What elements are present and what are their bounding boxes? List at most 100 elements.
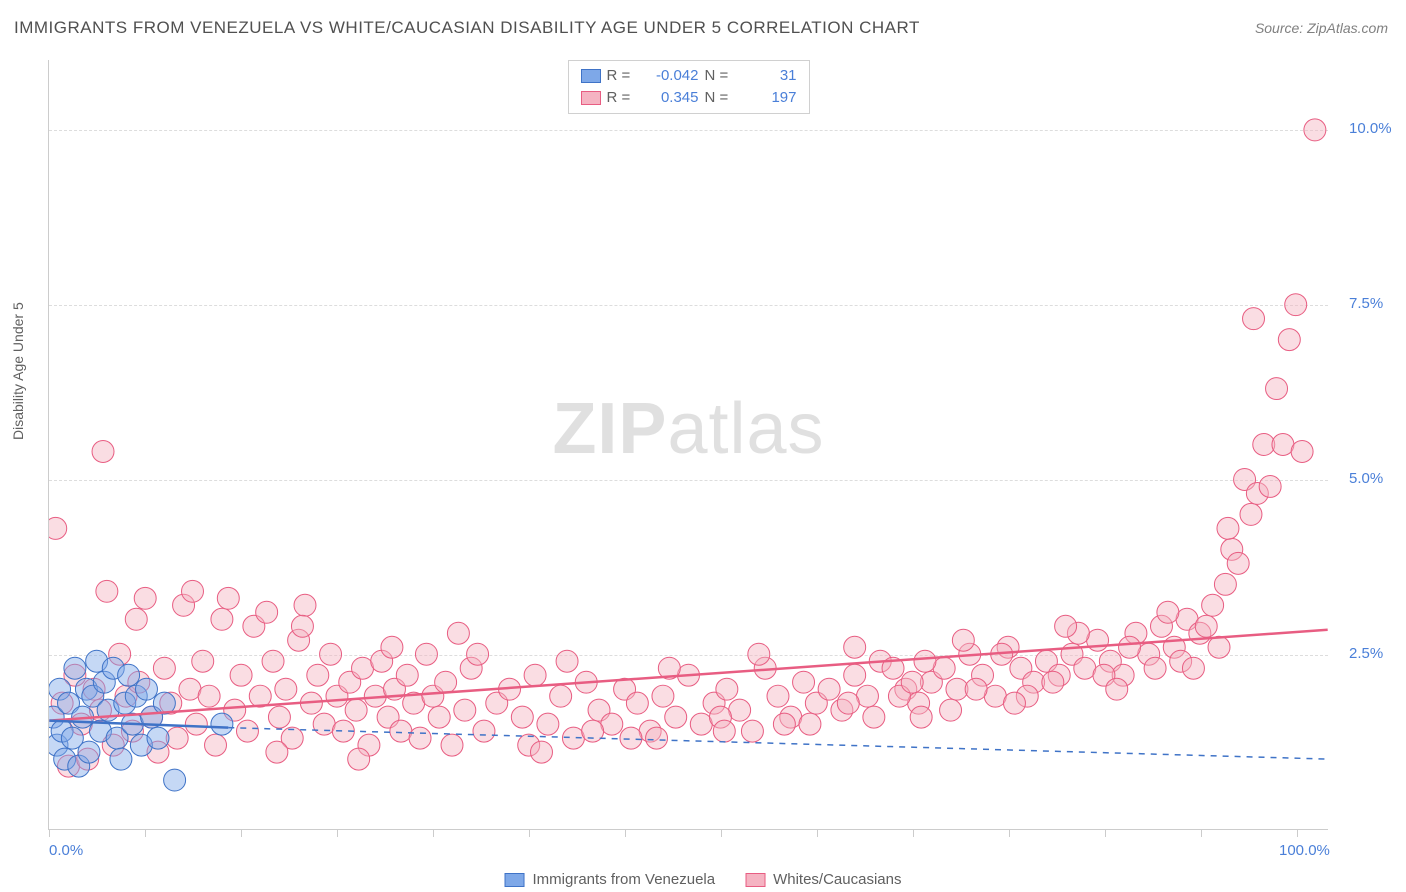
series-0-r: -0.042: [649, 65, 699, 87]
data-point: [256, 601, 278, 623]
data-point: [1259, 475, 1281, 497]
data-point: [49, 517, 67, 539]
x-tick-label: 0.0%: [49, 842, 83, 859]
data-point: [1087, 629, 1109, 651]
data-point: [940, 699, 962, 721]
data-point: [716, 678, 738, 700]
legend-swatch-1: [581, 91, 601, 105]
data-point: [713, 720, 735, 742]
series-1-r: 0.345: [649, 87, 699, 109]
data-point: [96, 580, 118, 602]
data-point: [217, 587, 239, 609]
x-tick: [1105, 829, 1106, 837]
series-0-n: 31: [747, 65, 797, 87]
data-point: [537, 713, 559, 735]
data-point: [313, 713, 335, 735]
legend-item-0: Immigrants from Venezuela: [505, 871, 716, 888]
r-label: R =: [607, 87, 643, 109]
data-point: [473, 720, 495, 742]
chart-title: IMMIGRANTS FROM VENEZUELA VS WHITE/CAUCA…: [14, 18, 920, 38]
legend-swatch-1-bottom: [745, 873, 765, 887]
y-tick-label: 10.0%: [1349, 120, 1392, 137]
data-point: [415, 643, 437, 665]
data-point: [435, 671, 457, 693]
data-point: [381, 636, 403, 658]
data-point: [110, 748, 132, 770]
y-tick-label: 7.5%: [1349, 295, 1383, 312]
data-point: [211, 608, 233, 630]
data-point: [192, 650, 214, 672]
data-point: [1144, 657, 1166, 679]
data-point: [910, 706, 932, 728]
data-point: [467, 643, 489, 665]
source-attribution: Source: ZipAtlas.com: [1255, 20, 1388, 36]
data-point: [914, 650, 936, 672]
legend-row-series-0: R = -0.042 N = 31: [581, 65, 797, 87]
data-point: [1291, 441, 1313, 463]
data-point: [1003, 692, 1025, 714]
data-point: [1285, 294, 1307, 316]
data-point: [428, 706, 450, 728]
data-point: [320, 643, 342, 665]
legend-swatch-0-bottom: [505, 873, 525, 887]
data-point: [147, 727, 169, 749]
scatter-svg: [49, 60, 1328, 829]
n-label: N =: [705, 65, 741, 87]
data-point: [441, 734, 463, 756]
data-point: [837, 692, 859, 714]
data-point: [134, 587, 156, 609]
data-point: [118, 664, 140, 686]
legend-label-0: Immigrants from Venezuela: [533, 871, 716, 888]
data-point: [268, 706, 290, 728]
data-point: [1240, 503, 1262, 525]
data-point: [153, 657, 175, 679]
data-point: [1217, 517, 1239, 539]
n-label: N =: [705, 87, 741, 109]
data-point: [626, 692, 648, 714]
data-point: [307, 664, 329, 686]
data-point: [164, 769, 186, 791]
data-point: [1278, 329, 1300, 351]
data-point: [1214, 573, 1236, 595]
series-1-n: 197: [747, 87, 797, 109]
data-point: [1227, 552, 1249, 574]
correlation-legend: R = -0.042 N = 31 R = 0.345 N = 197: [568, 60, 810, 114]
data-point: [211, 713, 233, 735]
x-tick: [241, 829, 242, 837]
data-point: [741, 720, 763, 742]
data-point: [767, 685, 789, 707]
data-point: [773, 713, 795, 735]
data-point: [984, 685, 1006, 707]
data-point: [1243, 308, 1265, 330]
data-point: [620, 727, 642, 749]
legend-label-1: Whites/Caucasians: [773, 871, 901, 888]
x-tick: [625, 829, 626, 837]
data-point: [965, 678, 987, 700]
x-tick: [145, 829, 146, 837]
x-tick-label: 100.0%: [1279, 842, 1330, 859]
data-point: [390, 720, 412, 742]
legend-item-1: Whites/Caucasians: [745, 871, 901, 888]
x-tick: [337, 829, 338, 837]
data-point: [179, 678, 201, 700]
legend-row-series-1: R = 0.345 N = 197: [581, 87, 797, 109]
data-point: [409, 727, 431, 749]
data-point: [793, 671, 815, 693]
y-tick-label: 5.0%: [1349, 470, 1383, 487]
data-point: [447, 622, 469, 644]
data-point: [844, 664, 866, 686]
data-point: [182, 580, 204, 602]
data-point: [352, 657, 374, 679]
data-point: [952, 629, 974, 651]
x-tick: [913, 829, 914, 837]
x-tick: [1201, 829, 1202, 837]
data-point: [690, 713, 712, 735]
bottom-legend: Immigrants from Venezuela Whites/Caucasi…: [505, 871, 902, 888]
data-point: [844, 636, 866, 658]
data-point: [135, 678, 157, 700]
data-point: [198, 685, 220, 707]
x-tick: [721, 829, 722, 837]
y-tick-label: 2.5%: [1349, 645, 1383, 662]
data-point: [946, 678, 968, 700]
data-point: [1202, 594, 1224, 616]
